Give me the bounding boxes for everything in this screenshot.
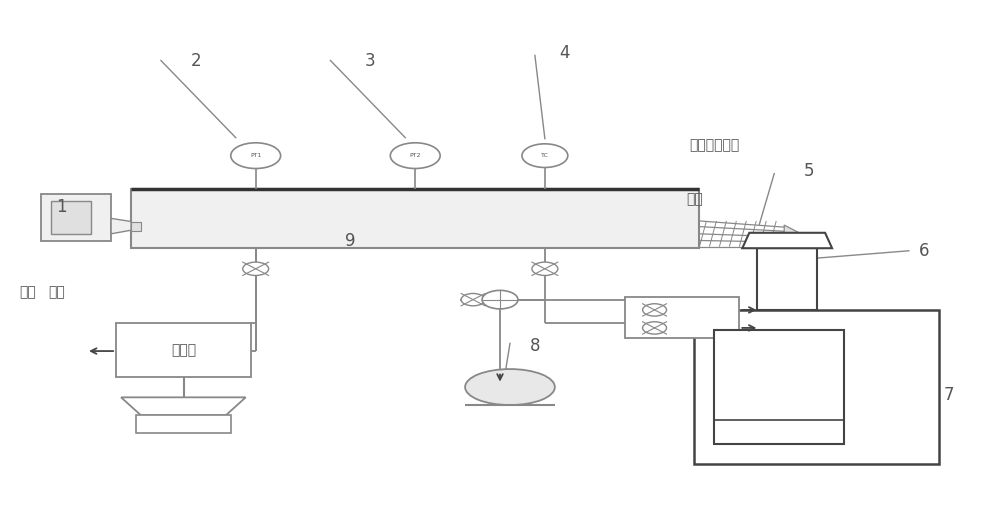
Text: 4: 4 bbox=[560, 44, 570, 62]
Text: 3: 3 bbox=[365, 52, 376, 69]
Text: TC: TC bbox=[541, 153, 549, 158]
Circle shape bbox=[231, 143, 281, 169]
Bar bbox=[116, 323, 251, 377]
Circle shape bbox=[643, 322, 667, 334]
Bar bbox=[51, 202, 91, 234]
Polygon shape bbox=[784, 225, 804, 246]
Text: 1: 1 bbox=[56, 198, 67, 216]
Text: 7: 7 bbox=[943, 386, 954, 404]
Text: PT2: PT2 bbox=[409, 153, 421, 158]
Polygon shape bbox=[121, 398, 246, 415]
Bar bbox=[625, 297, 739, 338]
Circle shape bbox=[243, 262, 269, 276]
Bar bbox=[41, 194, 111, 240]
Text: 甲基乙傆气体: 甲基乙傆气体 bbox=[689, 139, 740, 153]
Text: 8: 8 bbox=[530, 337, 540, 355]
Text: 5: 5 bbox=[804, 162, 814, 180]
Circle shape bbox=[522, 144, 568, 168]
Text: 6: 6 bbox=[919, 242, 929, 260]
Text: 尾气: 尾气 bbox=[20, 285, 36, 299]
Text: 尾气: 尾气 bbox=[48, 285, 65, 299]
Circle shape bbox=[390, 143, 440, 169]
Circle shape bbox=[482, 291, 518, 309]
Polygon shape bbox=[111, 218, 131, 234]
Bar bbox=[131, 222, 141, 231]
Text: PT1: PT1 bbox=[250, 153, 261, 158]
Polygon shape bbox=[742, 233, 832, 248]
Bar bbox=[714, 330, 844, 444]
Bar bbox=[757, 248, 817, 310]
Ellipse shape bbox=[465, 369, 555, 405]
Text: 氮气: 氮气 bbox=[686, 192, 703, 206]
Text: 计算机: 计算机 bbox=[171, 343, 196, 357]
Text: 9: 9 bbox=[345, 232, 356, 250]
Text: 2: 2 bbox=[191, 52, 201, 69]
Circle shape bbox=[643, 304, 667, 316]
Circle shape bbox=[532, 262, 558, 276]
Circle shape bbox=[461, 294, 485, 306]
Bar bbox=[131, 189, 699, 248]
Bar bbox=[694, 310, 939, 464]
Bar bbox=[136, 415, 231, 433]
